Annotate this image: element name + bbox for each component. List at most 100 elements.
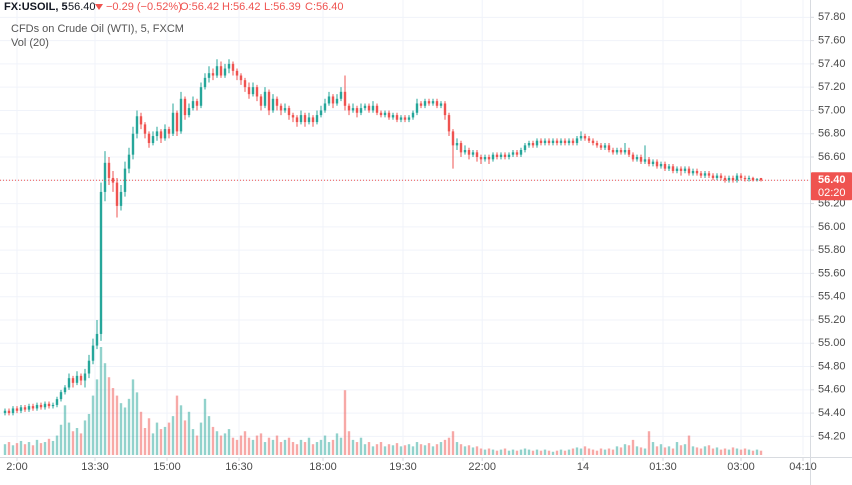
volume-bar: [555, 450, 559, 455]
volume-bar: [59, 424, 63, 455]
candle-body: [631, 154, 635, 160]
candle-body: [255, 87, 259, 97]
volume-bar: [223, 433, 227, 455]
volume-bar: [647, 431, 651, 455]
volume-bar: [595, 450, 599, 455]
candle-body: [19, 407, 23, 411]
candle-body: [515, 152, 519, 155]
candle-body: [555, 140, 559, 144]
volume-bar: [67, 422, 71, 455]
volume-bar: [443, 439, 447, 455]
candle-body: [195, 101, 199, 106]
candle-body: [83, 373, 87, 381]
candle-body: [103, 162, 107, 192]
volume-bar: [723, 448, 727, 455]
volume-bar: [683, 444, 687, 455]
volume-bar: [347, 431, 351, 455]
candle-body: [175, 112, 179, 132]
candle-body: [659, 163, 663, 167]
volume-bar: [423, 445, 427, 455]
volume-bar: [675, 442, 679, 455]
volume-bar: [175, 395, 179, 455]
volume-bar: [415, 442, 419, 455]
volume-bar: [719, 449, 723, 455]
candle-body: [179, 98, 183, 132]
volume-bar: [679, 445, 683, 455]
y-tick-label: 56.20: [818, 197, 846, 209]
volume-bar: [611, 449, 615, 455]
candle-body: [143, 124, 147, 134]
candle-body: [391, 115, 395, 118]
candle-body: [507, 154, 511, 157]
candle-body: [91, 345, 95, 361]
candle-body: [523, 145, 527, 151]
volume-bar: [643, 448, 647, 455]
volume-bar: [391, 445, 395, 455]
candle-body: [427, 101, 431, 104]
volume-bar: [319, 439, 323, 455]
volume-bar: [239, 435, 243, 455]
change: −0.29 (−0.52%): [106, 1, 182, 13]
candle-body: [287, 108, 291, 116]
volume-bar: [547, 450, 551, 455]
candle-body: [635, 157, 639, 160]
candle-body: [663, 163, 667, 169]
low: L:56.39: [264, 1, 301, 13]
volume-bar: [447, 437, 451, 455]
x-tick-label: 18:00: [309, 461, 337, 473]
volume-bar: [695, 447, 699, 455]
candle-body: [67, 378, 71, 388]
volume-bar: [159, 429, 163, 455]
candle-body: [283, 108, 287, 111]
candle-body: [411, 112, 415, 118]
volume-bar: [323, 435, 327, 455]
candle-body: [603, 145, 607, 148]
candle-body: [623, 150, 627, 153]
volume-bar: [619, 447, 623, 455]
volume-bar: [331, 439, 335, 455]
y-tick-label: 57.60: [818, 35, 846, 47]
volume-bar: [279, 442, 283, 455]
volume-bar: [363, 444, 367, 455]
candle-body: [215, 66, 219, 76]
volume-bar: [639, 447, 643, 455]
volume-bar: [479, 448, 483, 455]
volume-bar: [451, 431, 455, 455]
candle-body: [55, 399, 59, 405]
volume-bar: [3, 444, 7, 455]
volume-bar: [307, 437, 311, 455]
candle-body: [323, 103, 327, 111]
candle-body: [51, 404, 55, 407]
candle-body: [383, 112, 387, 116]
candle-body: [235, 70, 239, 76]
candle-body: [643, 159, 647, 162]
volume-bar: [191, 429, 195, 455]
candle-body: [223, 68, 227, 76]
candle-body: [451, 131, 455, 146]
volume-bar: [731, 447, 735, 455]
volume-bar: [151, 433, 155, 455]
volume-bar: [627, 445, 631, 455]
volume-bar: [515, 450, 519, 455]
candle-body: [171, 112, 175, 134]
y-tick-label: 57.80: [818, 11, 846, 23]
y-tick-label: 55.60: [818, 267, 846, 279]
candle-body: [207, 73, 211, 78]
candle-body: [599, 145, 603, 148]
volume-bar: [27, 442, 31, 455]
candle-body: [627, 150, 631, 155]
volume-bar: [39, 443, 43, 455]
y-tick-label: 57.00: [818, 104, 846, 116]
candle-body: [531, 143, 535, 146]
candle-body: [71, 378, 75, 383]
candle-body: [7, 410, 11, 414]
volume-bar: [247, 437, 251, 455]
volume-bar: [659, 444, 663, 455]
candle-body: [687, 168, 691, 174]
candle-body: [47, 403, 51, 407]
volume-bar: [599, 448, 603, 455]
candle-body: [547, 140, 551, 144]
candle-body: [75, 375, 79, 383]
volume-bar: [499, 449, 503, 455]
